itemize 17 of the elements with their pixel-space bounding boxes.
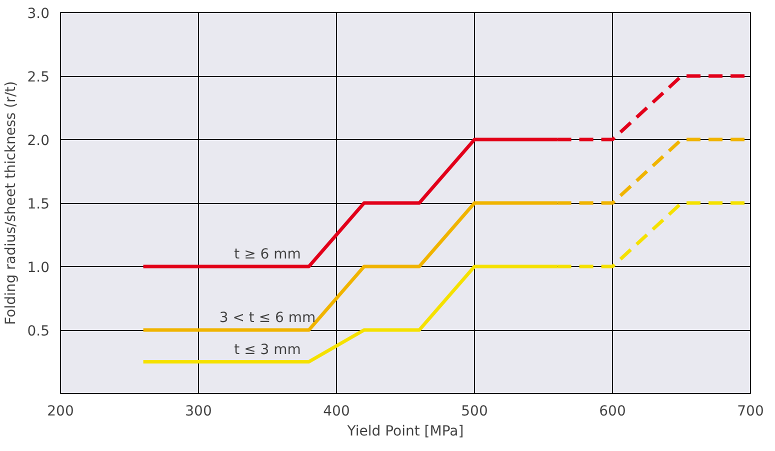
y-axis-title: Folding radius/sheet thickness (r/t)	[3, 81, 20, 325]
x-tick-label: 500	[461, 404, 488, 420]
y-tick-label: 3.0	[27, 6, 50, 22]
x-tick-label: 300	[185, 404, 212, 420]
x-tick-label: 700	[737, 404, 764, 420]
series-label: t ≤ 3 mm	[234, 342, 301, 358]
x-tick-label: 400	[323, 404, 350, 420]
series-label: 3 < t ≤ 6 mm	[219, 310, 316, 326]
y-tick-label: 1.0	[27, 260, 50, 276]
x-tick-label: 600	[599, 404, 626, 420]
x-axis-title: Yield Point [MPa]	[346, 424, 464, 440]
y-tick-label: 0.5	[27, 324, 50, 340]
y-tick-label: 2.0	[27, 133, 50, 149]
x-tick-label: 200	[47, 404, 74, 420]
y-tick-label: 2.5	[27, 70, 50, 86]
series-label: t ≥ 6 mm	[234, 246, 301, 262]
y-tick-label: 1.5	[27, 196, 50, 212]
